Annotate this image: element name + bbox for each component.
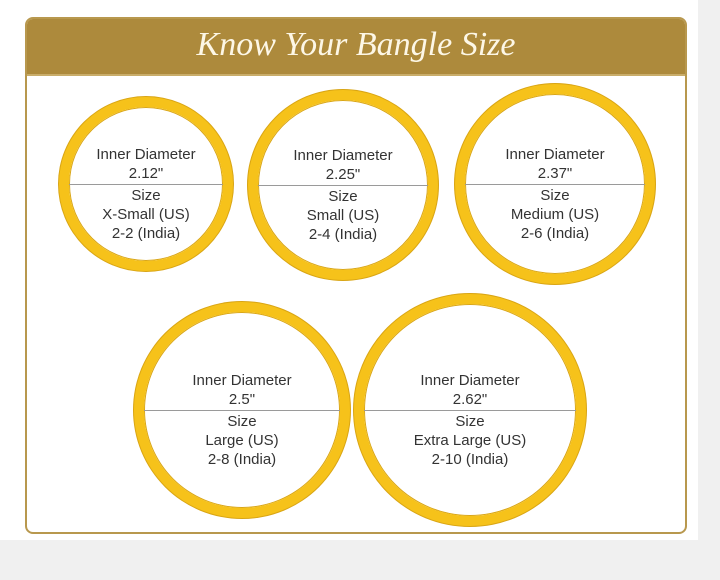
us-size: Medium (US) bbox=[510, 206, 600, 223]
diameter-info: Inner Diameter 2.12" bbox=[69, 145, 223, 184]
divider bbox=[144, 410, 340, 411]
diameter-info: Inner Diameter 2.37" bbox=[465, 145, 645, 184]
diameter-value: 2.12" bbox=[128, 165, 164, 182]
size-info: Size Large (US) 2-8 (India) bbox=[144, 410, 340, 469]
size-label: Size bbox=[131, 187, 161, 204]
diameter-label: Inner Diameter bbox=[293, 147, 393, 164]
india-size: 2-6 (India) bbox=[520, 225, 590, 242]
diameter-value: 2.62" bbox=[452, 391, 488, 408]
bangle-ring-5: Inner Diameter 2.62" Size Extra Large (US) 2… bbox=[354, 294, 586, 526]
divider bbox=[69, 184, 223, 185]
diameter-label: Inner Diameter bbox=[96, 146, 196, 163]
size-info: Size Extra Large (US) 2-10 (India) bbox=[364, 410, 576, 469]
size-label: Size bbox=[455, 413, 485, 430]
divider bbox=[465, 184, 645, 185]
size-info: Size X-Small (US) 2-2 (India) bbox=[69, 184, 223, 243]
chart-header: Know Your Bangle Size bbox=[27, 19, 685, 76]
size-label: Size bbox=[227, 413, 257, 430]
divider bbox=[364, 410, 576, 411]
diameter-label: Inner Diameter bbox=[192, 372, 292, 389]
diameter-value: 2.37" bbox=[537, 165, 573, 182]
us-size: X-Small (US) bbox=[102, 206, 190, 223]
india-size: 2-8 (India) bbox=[207, 451, 277, 468]
divider bbox=[258, 185, 428, 186]
diameter-label: Inner Diameter bbox=[505, 146, 605, 163]
diameter-label: Inner Diameter bbox=[420, 372, 520, 389]
diameter-value: 2.25" bbox=[325, 166, 361, 183]
size-label: Size bbox=[328, 188, 358, 205]
india-size: 2-10 (India) bbox=[431, 451, 509, 468]
india-size: 2-4 (India) bbox=[308, 226, 378, 243]
india-size: 2-2 (India) bbox=[111, 225, 181, 242]
bangle-ring-4: Inner Diameter 2.5" Size Large (US) 2-8 (Ind… bbox=[134, 302, 350, 518]
us-size: Small (US) bbox=[306, 207, 380, 224]
diameter-value: 2.5" bbox=[228, 391, 256, 408]
diameter-info: Inner Diameter 2.25" bbox=[258, 146, 428, 185]
us-size: Large (US) bbox=[205, 432, 279, 449]
diameter-info: Inner Diameter 2.5" bbox=[144, 371, 340, 410]
size-info: Size Small (US) 2-4 (India) bbox=[258, 185, 428, 244]
diameter-info: Inner Diameter 2.62" bbox=[364, 371, 576, 410]
bangle-ring-1: Inner Diameter 2.12" Size X-Small (US) 2-2 (… bbox=[59, 97, 233, 271]
bangle-ring-3: Inner Diameter 2.37" Size Medium (US) 2-6 (I… bbox=[455, 84, 655, 284]
chart-title: Know Your Bangle Size bbox=[196, 26, 516, 63]
bangle-ring-2: Inner Diameter 2.25" Size Small (US) 2-4 (In… bbox=[248, 90, 438, 280]
size-info: Size Medium (US) 2-6 (India) bbox=[465, 184, 645, 243]
us-size: Extra Large (US) bbox=[413, 432, 527, 449]
size-label: Size bbox=[540, 187, 570, 204]
